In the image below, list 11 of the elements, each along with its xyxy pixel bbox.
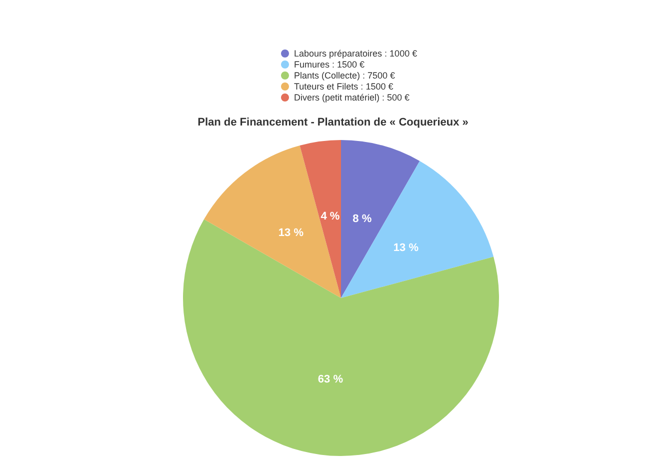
legend-label: Plants (Collecte) : 7500 € [294, 70, 396, 80]
legend-label: Divers (petit matériel) : 500 € [294, 92, 410, 102]
data-label: 13 % [278, 227, 304, 240]
legend-label: Fumures : 1500 € [294, 60, 365, 70]
text: Plan de Financement - Plantation de « Coquerieux » [198, 116, 468, 128]
legend-label: Tuteurs et Filets : 1500 € [294, 82, 394, 92]
data-label: 13 % [393, 242, 419, 254]
data-label: 4 % [320, 210, 340, 223]
data-label: 63 % [318, 373, 344, 386]
data-label: 8 % [352, 212, 372, 225]
legend-label: Labours préparatoires : 1000 € [294, 48, 418, 58]
